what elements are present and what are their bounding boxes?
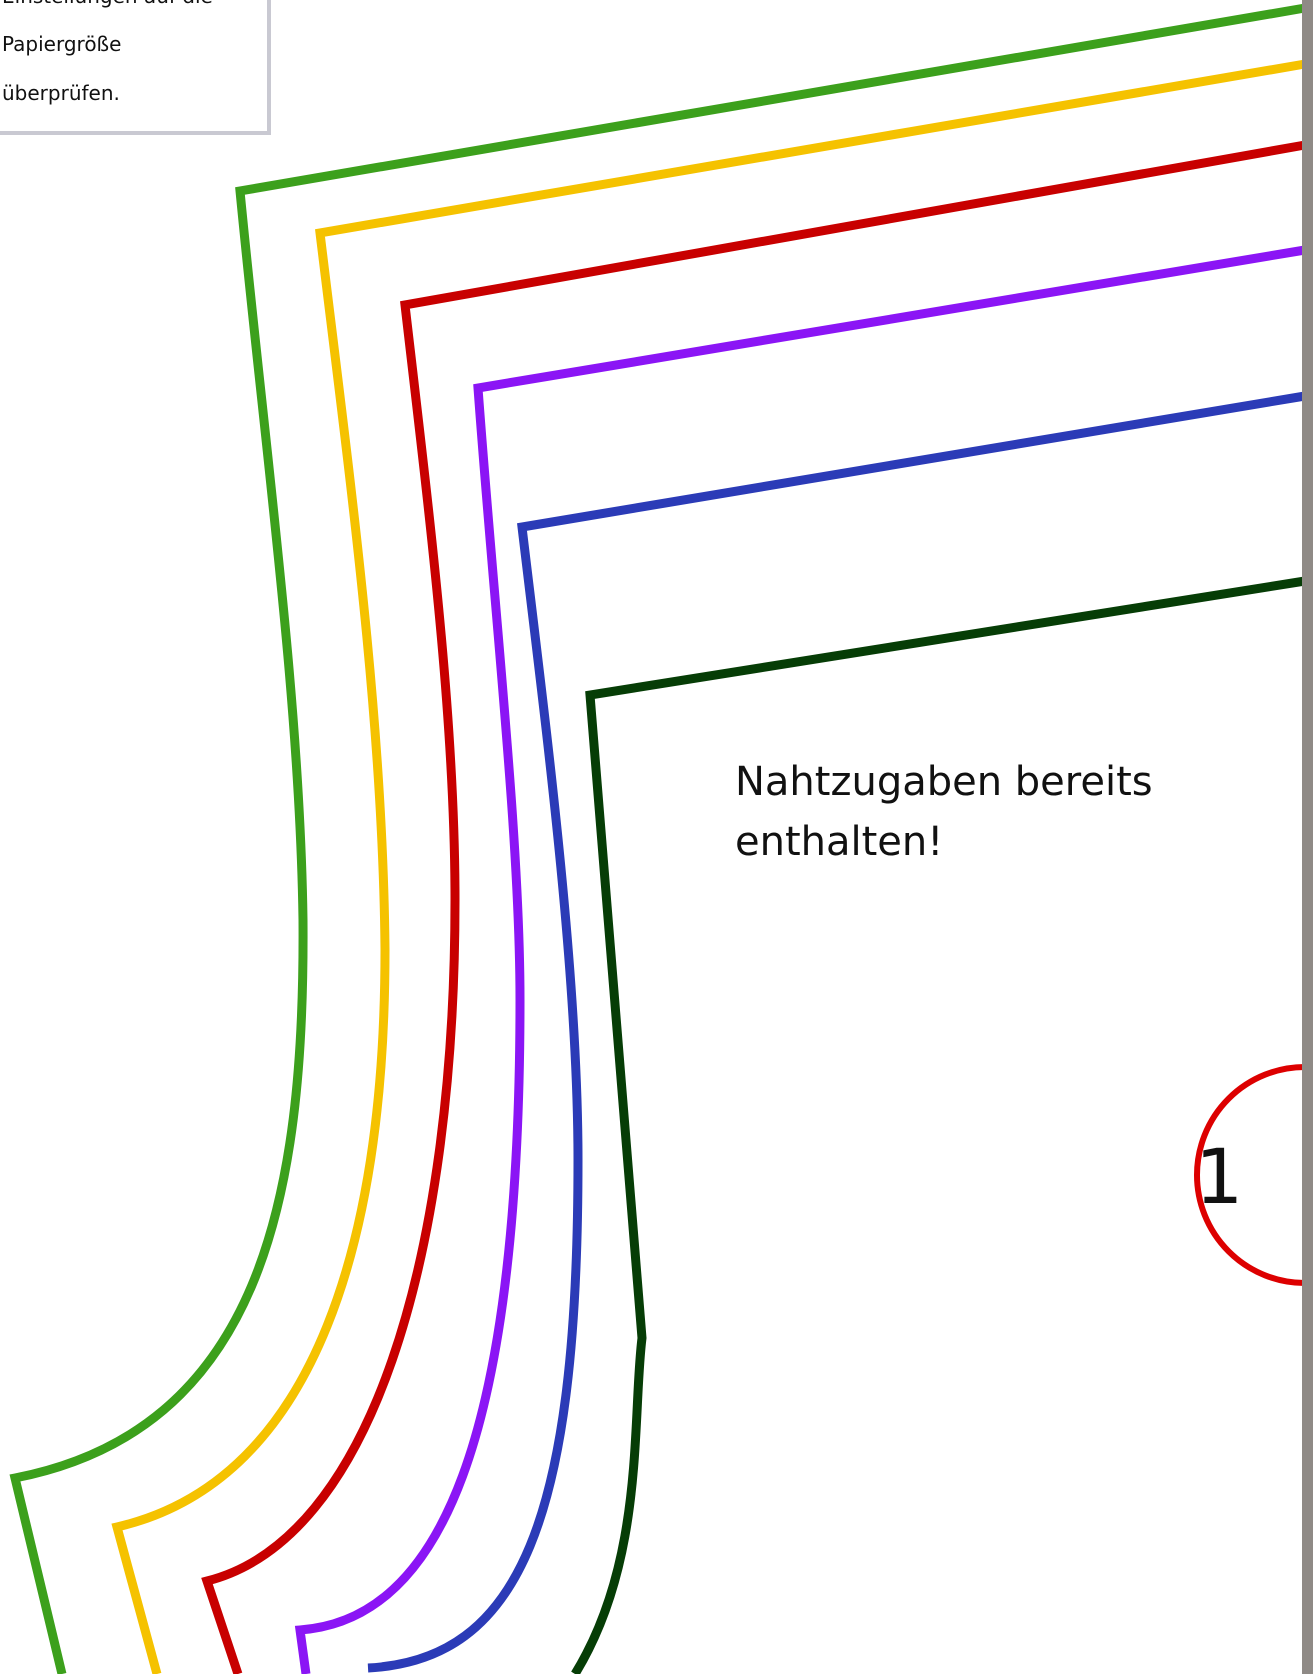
size-line-yellow	[111, 59, 1306, 1674]
seam-note-line-2: enthalten!	[735, 819, 944, 865]
piece-number-label: 1	[1195, 1132, 1243, 1221]
instructions-line: Einstellungen auf die	[2, 0, 213, 8]
size-line-red	[201, 140, 1306, 1674]
size-line-purple	[294, 245, 1306, 1674]
page-edge-divider	[1302, 0, 1313, 1674]
size-line-dark-green	[571, 576, 1306, 1674]
instructions-line: Papiergröße	[2, 32, 122, 56]
instructions-box: Einstellungen auf die Papiergröße überpr…	[0, 0, 271, 135]
seam-note-line-1: Nahtzugaben bereits	[735, 759, 1153, 805]
size-line-blue	[367, 391, 1306, 1673]
seam-allowance-note: Nahtzugaben bereits enthalten!	[735, 752, 1153, 872]
size-line-green	[9, 3, 1306, 1674]
instructions-line: überprüfen.	[2, 81, 120, 105]
